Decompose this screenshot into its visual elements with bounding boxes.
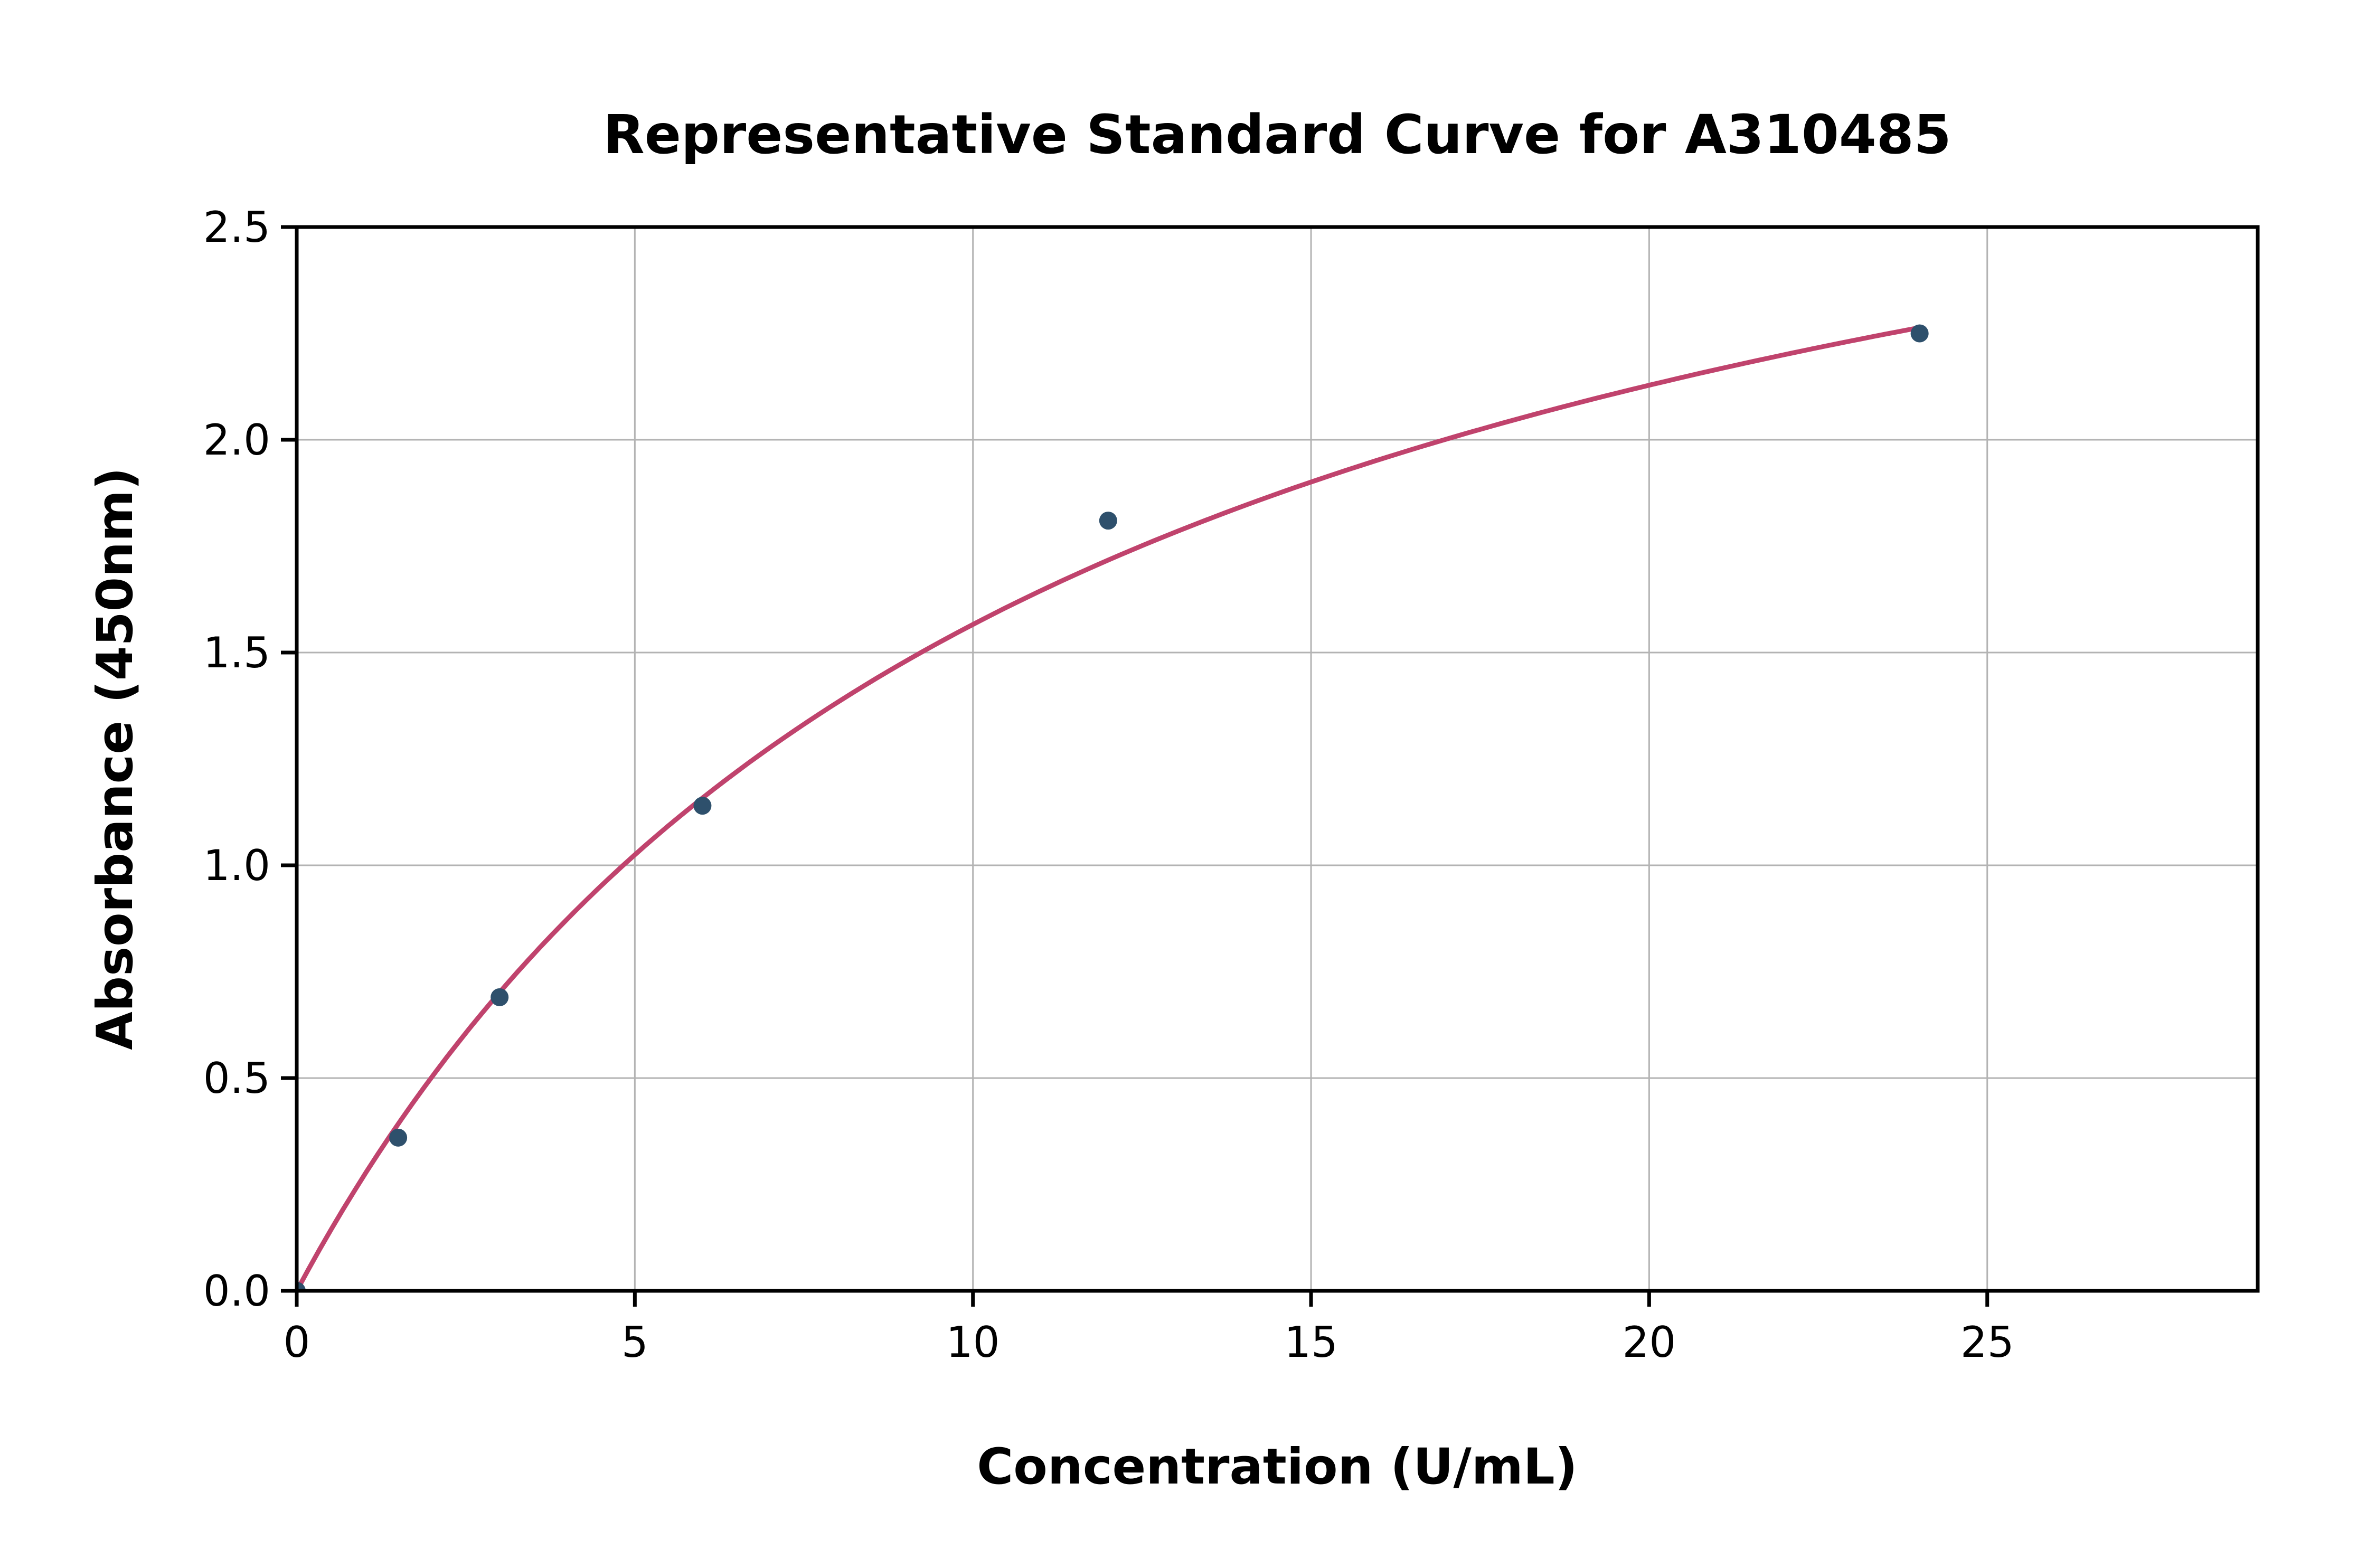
x-tick-label: 0 bbox=[284, 1318, 310, 1367]
x-axis-label: Concentration (U/mL) bbox=[977, 1438, 1577, 1496]
plot-area: 0 5 10 15 20 25 0.0 0.5 1.0 1.5 2.0 2.5 bbox=[203, 203, 2260, 1367]
y-tick-label: 0.0 bbox=[203, 1267, 270, 1316]
data-point bbox=[1910, 324, 1929, 343]
y-tick-label: 1.0 bbox=[203, 841, 270, 890]
y-tick-label: 0.5 bbox=[203, 1054, 270, 1103]
data-point bbox=[491, 988, 509, 1006]
data-point bbox=[297, 1282, 306, 1291]
data-point bbox=[389, 1128, 408, 1147]
y-tick-label: 1.5 bbox=[203, 628, 270, 677]
chart-title: Representative Standard Curve for A31048… bbox=[603, 103, 1951, 166]
x-tick-label: 10 bbox=[946, 1318, 1000, 1367]
y-axis-label: Absorbance (450nm) bbox=[87, 467, 144, 1050]
x-tick-label: 20 bbox=[1622, 1318, 1676, 1367]
fit-curve bbox=[297, 325, 1922, 1291]
x-tick-label: 15 bbox=[1284, 1318, 1338, 1367]
x-tick-label: 5 bbox=[621, 1318, 648, 1367]
x-tick-label: 25 bbox=[1960, 1318, 2014, 1367]
data-layer bbox=[297, 324, 1929, 1291]
data-point bbox=[693, 797, 712, 815]
plot-frame bbox=[295, 225, 2260, 1293]
y-tick-label: 2.5 bbox=[203, 203, 270, 252]
data-point bbox=[1099, 512, 1117, 530]
y-tick-label: 2.0 bbox=[203, 415, 270, 465]
